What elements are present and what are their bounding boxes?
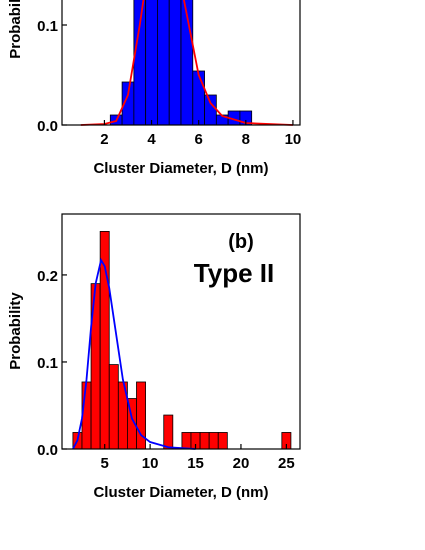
y-axis-label: Probability	[7, 292, 24, 370]
fit-curve	[72, 257, 196, 450]
x-tick-label: 2	[100, 131, 108, 148]
bar	[81, 381, 92, 450]
plot-frame	[61, 0, 301, 126]
x-tick-label: 20	[233, 455, 250, 472]
y-tick-label: 0.2	[37, 268, 58, 285]
bar	[199, 432, 210, 450]
bar	[157, 0, 170, 126]
y-tick-label: 0.1	[37, 18, 58, 35]
bar	[217, 432, 228, 450]
bar	[108, 364, 119, 450]
bar	[204, 94, 217, 126]
bar	[99, 231, 110, 450]
y-tick-label: 0.0	[37, 442, 58, 459]
plot-frame	[61, 213, 301, 450]
x-tick-label: 5	[101, 455, 109, 472]
x-tick-label: 10	[142, 455, 159, 472]
y-axis-label: Probability	[7, 0, 24, 59]
bar	[163, 414, 174, 450]
annotation: (b)	[228, 231, 254, 253]
bar	[145, 0, 158, 126]
fit-curve	[80, 0, 293, 126]
x-tick-label: 25	[278, 455, 295, 472]
x-tick-label: 10	[285, 131, 302, 148]
bar	[133, 0, 147, 126]
x-axis-label: Cluster Diameter, D (nm)	[93, 160, 268, 177]
annotation: Type II	[194, 258, 274, 288]
y-tick-label: 0.1	[37, 355, 58, 372]
x-tick-label: 15	[187, 455, 204, 472]
x-axis-label: Cluster Diameter, D (nm)	[93, 484, 268, 501]
x-tick-label: 4	[147, 131, 156, 148]
x-tick-label: 6	[195, 131, 203, 148]
bar	[192, 70, 205, 126]
bar	[208, 432, 219, 450]
bar	[168, 0, 182, 126]
bar	[136, 381, 146, 450]
bar	[181, 432, 192, 450]
y-tick-label: 0.0	[37, 118, 58, 135]
x-tick-label: 8	[242, 131, 250, 148]
